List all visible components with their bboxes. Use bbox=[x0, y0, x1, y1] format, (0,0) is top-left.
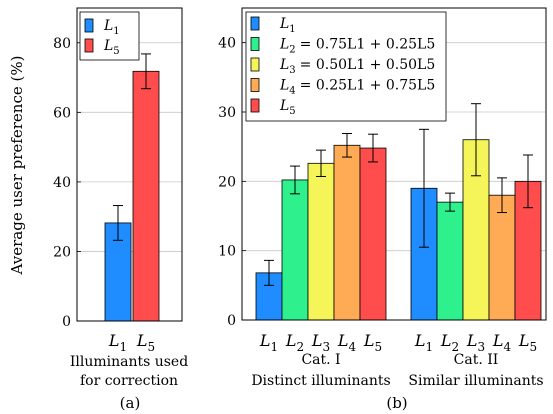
bar-b-1-L5 bbox=[359, 147, 387, 321]
legend-b bbox=[245, 11, 447, 122]
x-axis-title-a-line2: for correction bbox=[80, 373, 178, 389]
bar-b-2-L2 bbox=[436, 201, 464, 321]
legend-b-label: L3 = 0.50L1 + 0.50L5 bbox=[279, 57, 435, 76]
y-tick-label-b: 0 bbox=[227, 313, 236, 329]
x-tick-label-a: L5 bbox=[136, 331, 155, 354]
legend-b-label: L4 = 0.25L1 + 0.75L5 bbox=[279, 78, 435, 97]
plot-frame-a bbox=[76, 7, 183, 322]
legend-b-label: L5 bbox=[279, 98, 296, 117]
panel-label-a: (a) bbox=[120, 394, 141, 412]
bar-a-L5 bbox=[132, 70, 160, 322]
legend-b-swatch bbox=[250, 57, 260, 72]
y-tick-label-a: 40 bbox=[53, 175, 71, 191]
legend-b-label: L2 = 0.75L1 + 0.25L5 bbox=[279, 37, 435, 56]
y-tick-label-a: 20 bbox=[53, 244, 71, 260]
bar-b-1-L4 bbox=[333, 144, 361, 321]
y-tick-label-b: 10 bbox=[218, 244, 236, 260]
legend-b-swatch bbox=[250, 78, 260, 92]
x-tick-label-a: L1 bbox=[108, 331, 127, 354]
x-tick-label-b: L4 bbox=[337, 331, 357, 354]
x-axis-title-a-line1: Illuminants used bbox=[70, 354, 188, 370]
x-tick-label-b: L1 bbox=[414, 331, 433, 354]
y-tick-label-b: 40 bbox=[218, 36, 236, 52]
y-tick-label-a: 0 bbox=[62, 314, 71, 330]
y-tick-label-a: 60 bbox=[53, 105, 71, 121]
y-tick-label-b: 30 bbox=[218, 105, 236, 121]
legend-a-swatch bbox=[84, 18, 94, 33]
x-tick-label-b: L3 bbox=[466, 331, 485, 354]
x-tick-label-b: L2 bbox=[285, 331, 304, 354]
legend-a-label: L5 bbox=[103, 38, 120, 57]
legend-b-swatch bbox=[250, 37, 260, 51]
plot-frame-b bbox=[241, 7, 547, 321]
x-tick-label-b: L2 bbox=[440, 331, 459, 354]
legend-b-label: L1 bbox=[279, 16, 296, 35]
bar-b-2-L4 bbox=[488, 194, 516, 321]
bar-b-1-L3 bbox=[307, 162, 335, 321]
bar-b-1-L2 bbox=[281, 179, 309, 321]
x-tick-label-b: L4 bbox=[492, 331, 512, 354]
y-tick-label-a: 80 bbox=[53, 36, 71, 52]
x-tick-label-b: L1 bbox=[259, 331, 278, 354]
legend-a-swatch bbox=[84, 38, 94, 53]
x-tick-label-b: L3 bbox=[311, 331, 330, 354]
group-label-b: Cat. II bbox=[454, 352, 499, 368]
group-label-b: Cat. I bbox=[301, 352, 340, 368]
legend-a-label: L1 bbox=[103, 18, 120, 37]
legend-b-swatch bbox=[250, 98, 260, 113]
y-axis-title-a: Average user preference (%) bbox=[8, 56, 26, 276]
x-tick-label-b: L5 bbox=[363, 331, 382, 354]
y-tick-label-b: 20 bbox=[218, 174, 236, 190]
panel-label-b: (b) bbox=[386, 394, 407, 412]
x-tick-label-b: L5 bbox=[518, 331, 537, 354]
group-description-b: Similar illuminants bbox=[408, 373, 543, 389]
legend-b-swatch bbox=[250, 16, 260, 31]
group-description-b: Distinct illuminants bbox=[251, 373, 390, 389]
